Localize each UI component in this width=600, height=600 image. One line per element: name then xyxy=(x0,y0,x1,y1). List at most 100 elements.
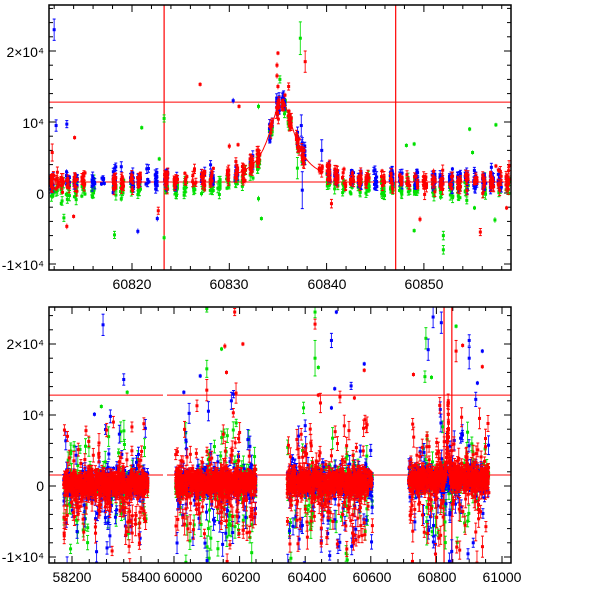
data-marker xyxy=(74,198,78,202)
data-marker xyxy=(165,187,169,191)
data-marker xyxy=(406,190,410,194)
data-marker xyxy=(216,186,220,190)
data-marker xyxy=(146,178,150,182)
data-point xyxy=(75,186,79,197)
data-marker xyxy=(496,172,500,176)
data-marker xyxy=(280,97,284,101)
data-point xyxy=(49,173,53,178)
data-marker xyxy=(413,189,417,193)
data-marker xyxy=(50,180,54,184)
data-marker xyxy=(90,195,94,199)
data-marker xyxy=(191,185,195,189)
data-marker xyxy=(185,175,189,179)
data-marker xyxy=(131,189,135,193)
data-marker xyxy=(199,175,203,179)
data-marker xyxy=(112,173,116,177)
data-marker xyxy=(208,178,212,182)
data-point xyxy=(137,179,141,184)
data-marker xyxy=(211,189,215,193)
data-marker xyxy=(80,175,84,179)
data-point xyxy=(60,189,64,195)
data-point xyxy=(165,170,169,182)
data-point xyxy=(65,169,69,175)
data-marker xyxy=(119,181,123,185)
data-marker xyxy=(201,182,205,186)
data-point xyxy=(211,187,215,194)
data-marker xyxy=(348,190,352,194)
data-marker xyxy=(175,177,179,181)
data-marker xyxy=(447,175,451,179)
data-marker xyxy=(217,192,221,196)
data-point xyxy=(131,180,135,185)
data-marker xyxy=(145,167,149,171)
data-marker xyxy=(153,173,157,177)
data-marker xyxy=(65,197,69,201)
data-marker xyxy=(147,180,151,184)
data-marker xyxy=(138,187,142,191)
data-point xyxy=(209,173,213,180)
data-marker xyxy=(484,192,488,196)
data-marker xyxy=(283,93,287,97)
top-panel: 2×10⁴ 10⁴ 0 -1×10⁴ 60820 60830 60840 608… xyxy=(2,4,512,292)
data-point xyxy=(60,196,64,206)
data-marker xyxy=(375,185,379,189)
data-point xyxy=(59,175,63,182)
data-marker xyxy=(463,181,467,185)
data-point xyxy=(55,166,59,178)
data-marker xyxy=(50,186,54,190)
data-point xyxy=(121,181,125,188)
data-point xyxy=(373,186,377,191)
data-point xyxy=(93,180,97,185)
data-marker xyxy=(182,193,186,197)
data-point xyxy=(193,180,197,187)
data-point xyxy=(147,179,151,184)
data-marker xyxy=(280,99,284,103)
data-marker xyxy=(49,182,53,186)
data-marker xyxy=(277,99,281,103)
data-marker xyxy=(399,187,403,191)
data-point xyxy=(243,177,247,184)
data-marker xyxy=(60,199,64,203)
data-marker xyxy=(374,176,378,180)
data-marker xyxy=(54,178,58,182)
data-marker xyxy=(90,184,94,188)
data-marker xyxy=(75,189,79,193)
data-point xyxy=(67,182,71,194)
data-marker xyxy=(450,167,454,171)
data-marker xyxy=(497,191,501,195)
data-marker xyxy=(192,167,196,171)
data-marker xyxy=(250,157,254,161)
data-marker xyxy=(80,184,84,188)
data-marker xyxy=(234,160,238,164)
data-point xyxy=(208,178,212,183)
data-point xyxy=(283,92,287,98)
data-marker xyxy=(183,171,187,175)
data-marker xyxy=(489,165,493,169)
data-marker xyxy=(414,184,418,188)
data-marker xyxy=(55,170,59,174)
data-point xyxy=(234,157,238,166)
data-marker xyxy=(49,194,53,198)
data-marker xyxy=(191,173,195,177)
data-marker xyxy=(112,188,116,192)
data-marker xyxy=(383,194,387,198)
data-marker xyxy=(226,178,230,182)
data-marker xyxy=(114,183,118,187)
data-point xyxy=(72,194,76,199)
data-marker xyxy=(59,201,63,205)
data-marker xyxy=(416,171,420,175)
data-marker xyxy=(137,180,141,184)
data-marker xyxy=(82,178,86,182)
data-marker xyxy=(67,175,71,179)
data-marker xyxy=(248,167,252,171)
data-point xyxy=(153,178,157,187)
data-marker xyxy=(289,116,293,120)
data-point xyxy=(119,183,123,194)
data-marker xyxy=(65,179,69,183)
data-marker xyxy=(281,108,285,112)
data-marker xyxy=(249,157,253,161)
data-marker xyxy=(456,174,460,178)
data-point xyxy=(374,181,378,186)
data-marker xyxy=(256,160,260,164)
data-marker xyxy=(83,192,87,196)
